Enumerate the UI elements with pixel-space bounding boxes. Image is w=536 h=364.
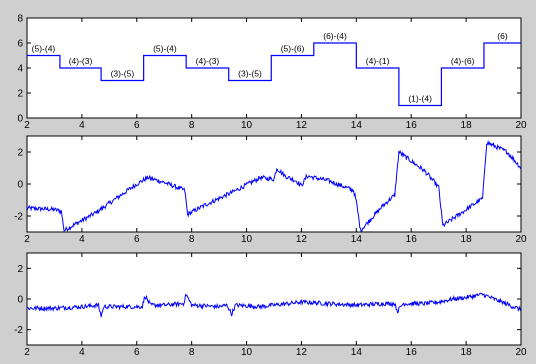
x-tick-label: 2 [24,234,30,245]
axes-panel-3: 2 4 6 8 10 12 14 16 18 20 -2 0 2 [14,252,527,358]
x-tick-label: 4 [79,234,85,245]
step-label: (4)-(3) [196,56,220,66]
x-tick-label: 2 [24,347,30,358]
x-tick-label: 16 [406,120,418,131]
step-label: (5)-(6) [281,44,305,54]
y-tick-label: 0 [17,180,23,191]
y-tick-label: 0 [17,295,23,306]
x-tick-label: 18 [461,347,473,358]
y-tick-label: 6 [17,39,23,50]
plot-area [26,17,522,119]
x-tick-label: 10 [241,120,253,131]
x-tick-label: 14 [351,234,363,245]
x-tick-label: 6 [134,120,140,131]
y-tick-label: 2 [17,89,23,100]
x-tick-label: 16 [406,347,418,358]
x-tick-label: 2 [24,120,30,131]
step-label: (4)-(6) [451,56,475,66]
series-line [26,139,522,232]
x-tick-label: 14 [351,347,363,358]
x-tick-label: 4 [79,120,85,131]
step-label: (3)-(5) [111,69,135,79]
x-tick-label: 14 [351,120,363,131]
y-tick-label: 0 [17,114,23,125]
axes-panel-2: 2 4 6 8 10 12 14 16 18 20 -2 0 2 [14,135,527,245]
x-tick-label: 8 [189,347,195,358]
plot-area [26,252,522,346]
step-label: (5)-(4) [32,44,56,54]
x-tick-label: 6 [134,234,140,245]
y-tick-label: 8 [17,14,23,25]
x-tick-label: 16 [406,234,418,245]
plot-area [26,135,522,233]
x-tick-label: 20 [515,347,527,358]
step-label: (5)-(4) [153,44,177,54]
step-label: (6)-(4) [323,31,347,41]
step-label: (4)-(3) [69,56,93,66]
x-tick-label: 12 [296,120,308,131]
x-tick-label: 10 [241,234,253,245]
y-tick-label: -2 [14,325,23,336]
x-tick-label: 20 [515,234,527,245]
step-label: (3)-(5) [238,69,262,79]
step-label: (4)-(1) [366,56,390,66]
x-tick-label: 8 [189,234,195,245]
x-tick-label: 12 [296,234,308,245]
step-series-line [27,42,521,107]
x-tick-label: 12 [296,347,308,358]
y-tick-label: 4 [17,64,23,75]
step-label: (6) [497,31,508,41]
x-tick-label: 18 [461,234,473,245]
series-line [26,292,522,318]
step-label: (1)-(4) [408,94,432,104]
x-tick-label: 6 [134,347,140,358]
x-tick-label: 18 [461,120,473,131]
x-tick-label: 8 [189,120,195,131]
x-tick-label: 10 [241,347,253,358]
y-tick-label: 2 [17,148,23,159]
y-tick-label: -2 [14,212,23,223]
axes-panel-1: 2 4 6 8 10 12 14 16 18 2002468(5)-(4)(4)-(3)(3)-(… [17,14,527,132]
y-tick-label: 2 [17,264,23,275]
x-tick-label: 20 [515,120,527,131]
x-tick-label: 4 [79,347,85,358]
